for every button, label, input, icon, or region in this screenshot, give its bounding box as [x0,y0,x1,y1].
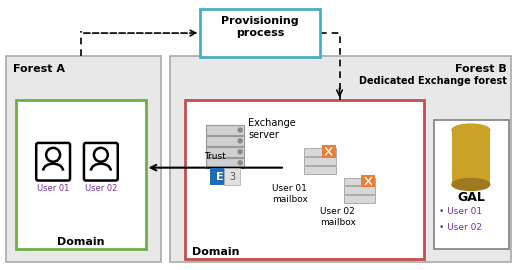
Text: E: E [216,171,224,181]
Text: Forest A: Forest A [14,64,66,74]
FancyBboxPatch shape [344,178,375,185]
Circle shape [238,128,242,132]
Bar [16,100,146,249]
Bar [452,130,490,184]
Circle shape [238,139,242,143]
Circle shape [238,161,242,165]
FancyBboxPatch shape [206,125,244,135]
Text: 3: 3 [229,171,235,181]
FancyBboxPatch shape [206,158,244,168]
Text: Provisioning
process: Provisioning process [221,16,299,38]
FancyBboxPatch shape [304,148,335,156]
FancyBboxPatch shape [304,157,335,165]
Text: User 01
mailbox: User 01 mailbox [272,184,308,204]
Text: User 02: User 02 [85,184,117,194]
Text: User 01: User 01 [37,184,69,194]
Text: Domain: Domain [192,247,240,257]
Text: Forest B: Forest B [455,64,506,74]
FancyBboxPatch shape [206,136,244,146]
Bar [6,56,161,262]
Text: User 02
mailbox: User 02 mailbox [320,207,356,227]
Text: Domain: Domain [57,237,105,247]
Text: • User 02: • User 02 [439,223,482,232]
FancyBboxPatch shape [210,168,232,185]
FancyBboxPatch shape [361,175,375,187]
Ellipse shape [452,178,490,190]
Text: Exchange
server: Exchange server [248,118,296,140]
Text: • User 01: • User 01 [439,207,482,216]
FancyBboxPatch shape [84,143,118,181]
FancyBboxPatch shape [224,168,240,185]
Bar [200,9,320,57]
Text: Dedicated Exchange forest: Dedicated Exchange forest [359,76,506,86]
Bar [434,120,509,249]
Text: Trust: Trust [204,152,226,161]
FancyBboxPatch shape [36,143,70,181]
FancyBboxPatch shape [304,166,335,174]
Ellipse shape [452,124,490,136]
FancyBboxPatch shape [206,147,244,157]
Circle shape [238,150,242,154]
FancyBboxPatch shape [344,195,375,203]
FancyBboxPatch shape [344,187,375,194]
Bar [171,56,511,262]
FancyBboxPatch shape [322,145,335,158]
Bar [186,100,424,259]
Text: GAL: GAL [457,191,485,204]
